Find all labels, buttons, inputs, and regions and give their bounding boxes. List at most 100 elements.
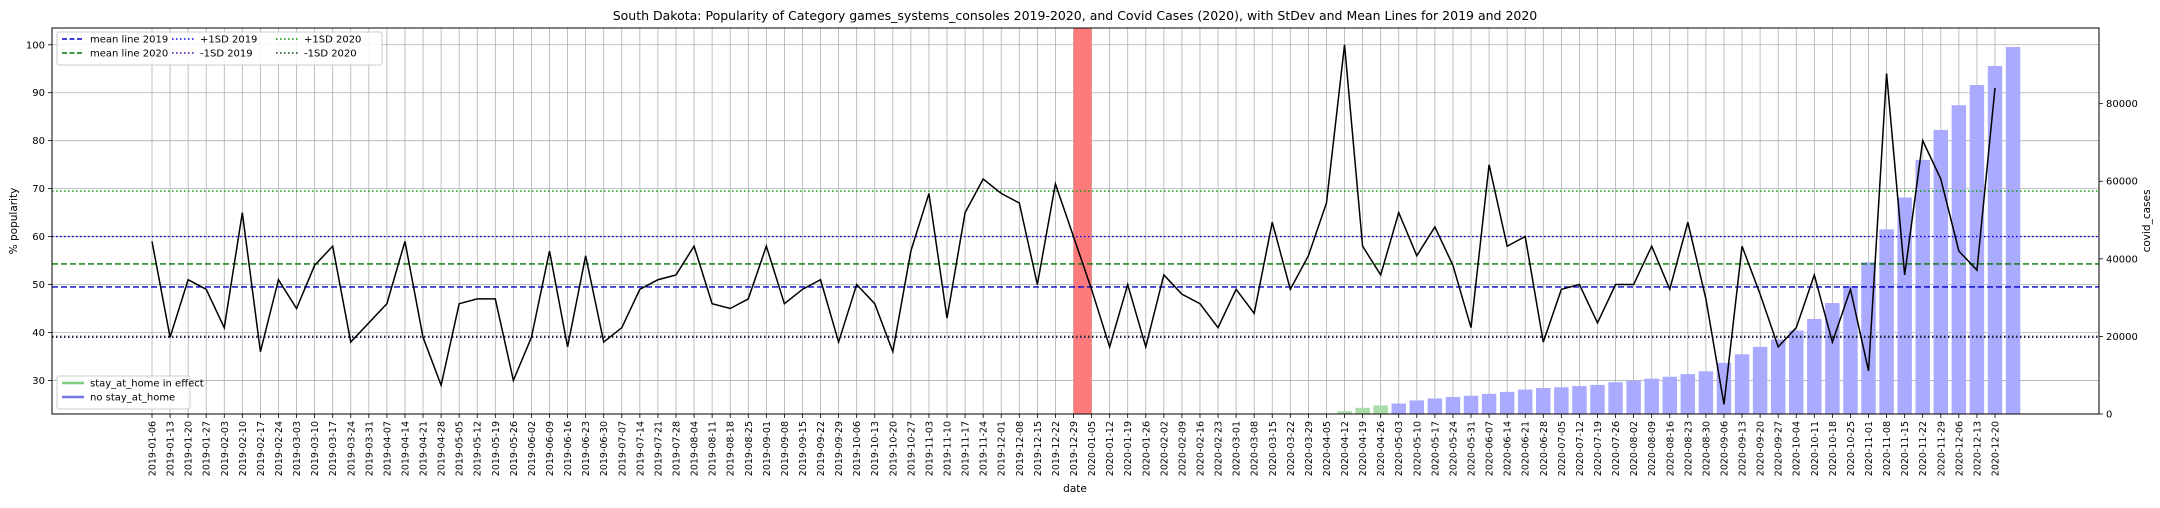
x-tick-label: 2019-10-13	[870, 421, 881, 476]
x-tick-label: 2020-12-13	[1972, 421, 1983, 476]
x-tick-label: 2019-11-24	[979, 421, 990, 476]
x-tick-label: 2020-04-26	[1376, 421, 1387, 476]
y-tick-label-left: 50	[32, 280, 45, 291]
x-tick-label: 2019-12-22	[1051, 421, 1062, 476]
x-tick-label: 2019-10-27	[906, 421, 917, 476]
x-tick-label: 2019-11-17	[961, 421, 972, 476]
x-tick-label: 2019-01-06	[148, 421, 159, 476]
x-tick-label: 2019-06-02	[527, 421, 538, 476]
x-tick-label: 2020-06-14	[1503, 421, 1514, 476]
covid-bar	[1554, 387, 1568, 414]
x-tick-label: 2019-12-08	[1015, 421, 1026, 476]
legend-label: mean line 2019	[90, 35, 168, 46]
y-tick-label-right: 60000	[2106, 177, 2138, 188]
y-tick-label-left: 70	[32, 184, 45, 195]
x-tick-label: 2020-08-02	[1629, 421, 1640, 476]
y-tick-label-right: 80000	[2106, 99, 2138, 110]
x-tick-label: 2020-09-27	[1774, 421, 1785, 476]
covid-bar	[1482, 394, 1496, 414]
x-tick-label: 2019-11-03	[924, 421, 935, 476]
x-tick-label: 2019-09-01	[762, 421, 773, 476]
x-tick-label: 2019-07-07	[617, 421, 628, 476]
legend-label: -1SD 2019	[200, 49, 253, 60]
x-tick-label: 2019-03-17	[328, 421, 339, 476]
x-tick-label: 2019-12-15	[1033, 421, 1044, 476]
x-tick-label: 2020-05-31	[1467, 421, 1478, 476]
covid-bar	[1879, 229, 1893, 414]
covid-bar	[1518, 390, 1532, 414]
x-tick-label: 2019-04-07	[382, 421, 393, 476]
x-tick-label: 2020-03-15	[1268, 421, 1279, 476]
x-tick-label: 2020-09-06	[1719, 421, 1730, 476]
x-tick-label: 2019-12-29	[1069, 421, 1080, 476]
x-tick-label: 2020-11-08	[1882, 421, 1893, 476]
x-tick-label: 2019-12-01	[997, 421, 1008, 476]
x-tick-label: 2020-11-22	[1918, 421, 1929, 476]
y-tick-label-left: 100	[26, 40, 45, 51]
x-tick-label: 2020-02-09	[1177, 421, 1188, 476]
x-tick-label: 2020-01-12	[1105, 421, 1116, 476]
covid-bar	[1663, 377, 1677, 414]
x-tick-label: 2019-06-30	[599, 421, 610, 476]
covid-bar	[1825, 303, 1839, 414]
covid-bar	[1446, 397, 1460, 414]
covid-bar	[1681, 374, 1695, 414]
highlight-layer	[1074, 28, 1092, 414]
x-tick-label: 2019-08-18	[726, 421, 737, 476]
x-tick-label: 2020-06-28	[1539, 421, 1550, 476]
x-tick-label: 2019-09-15	[798, 421, 809, 476]
covid-bar	[1536, 388, 1550, 414]
x-tick-label: 2020-07-26	[1611, 421, 1622, 476]
x-tick-label: 2020-01-19	[1123, 421, 1134, 476]
covid-bar	[1410, 400, 1424, 414]
x-tick-label: 2020-08-23	[1683, 421, 1694, 476]
y-tick-label-left: 90	[32, 88, 45, 99]
covid-bar	[1355, 408, 1369, 414]
x-tick-label: 2019-05-05	[455, 421, 466, 476]
covid-bar	[2006, 47, 2020, 414]
x-tick-label: 2020-10-25	[1846, 421, 1857, 476]
x-tick-label: 2020-11-29	[1936, 421, 1947, 476]
x-tick-label: 2020-04-19	[1358, 421, 1369, 476]
x-tick-label: 2020-08-09	[1647, 421, 1658, 476]
x-tick-label: 2019-01-27	[202, 421, 213, 476]
covid-bar	[1572, 386, 1586, 414]
x-tick-label: 2019-01-13	[166, 421, 177, 476]
x-tick-label: 2019-04-28	[437, 421, 448, 476]
covid-bar	[1952, 105, 1966, 414]
x-tick-label: 2019-07-21	[653, 421, 664, 476]
y-tick-label-right: 0	[2106, 410, 2112, 421]
covid-bar	[1464, 396, 1478, 414]
legend-label: mean line 2020	[90, 49, 168, 60]
x-tick-label: 2020-03-01	[1232, 421, 1243, 476]
x-tick-label: 2020-01-26	[1141, 421, 1152, 476]
x-tick-label: 2019-09-08	[780, 421, 791, 476]
x-tick-label: 2020-01-05	[1087, 421, 1098, 476]
covid-bar	[1392, 404, 1406, 414]
x-tick-label: 2019-03-31	[364, 421, 375, 476]
chart-title: South Dakota: Popularity of Category gam…	[613, 8, 1538, 23]
legend-label: +1SD 2019	[200, 35, 257, 46]
x-tick-label: 2020-06-21	[1521, 421, 1532, 476]
covid-bar	[1735, 354, 1749, 414]
x-tick-label: 2020-03-22	[1286, 421, 1297, 476]
legend-label: -1SD 2020	[304, 49, 357, 60]
y-axis-label-left: % popularity	[8, 188, 20, 255]
x-tick-label: 2019-11-10	[943, 421, 954, 476]
x-tick-label: 2019-03-10	[310, 421, 321, 476]
covid-bar	[1753, 347, 1767, 414]
x-tick-label: 2020-11-15	[1900, 421, 1911, 476]
legend-label: stay_at_home in effect	[90, 379, 204, 390]
x-tick-label: 2019-08-11	[708, 421, 719, 476]
covid-bar	[1428, 398, 1442, 414]
x-tick-label: 2019-07-14	[635, 421, 646, 476]
x-tick-label: 2020-05-10	[1412, 421, 1423, 476]
x-tick-label: 2019-06-09	[545, 421, 556, 476]
x-tick-label: 2019-03-24	[346, 421, 357, 476]
x-axis-label: date	[1063, 483, 1087, 495]
y-tick-label-left: 40	[32, 328, 45, 339]
x-tick-label: 2020-04-12	[1340, 421, 1351, 476]
